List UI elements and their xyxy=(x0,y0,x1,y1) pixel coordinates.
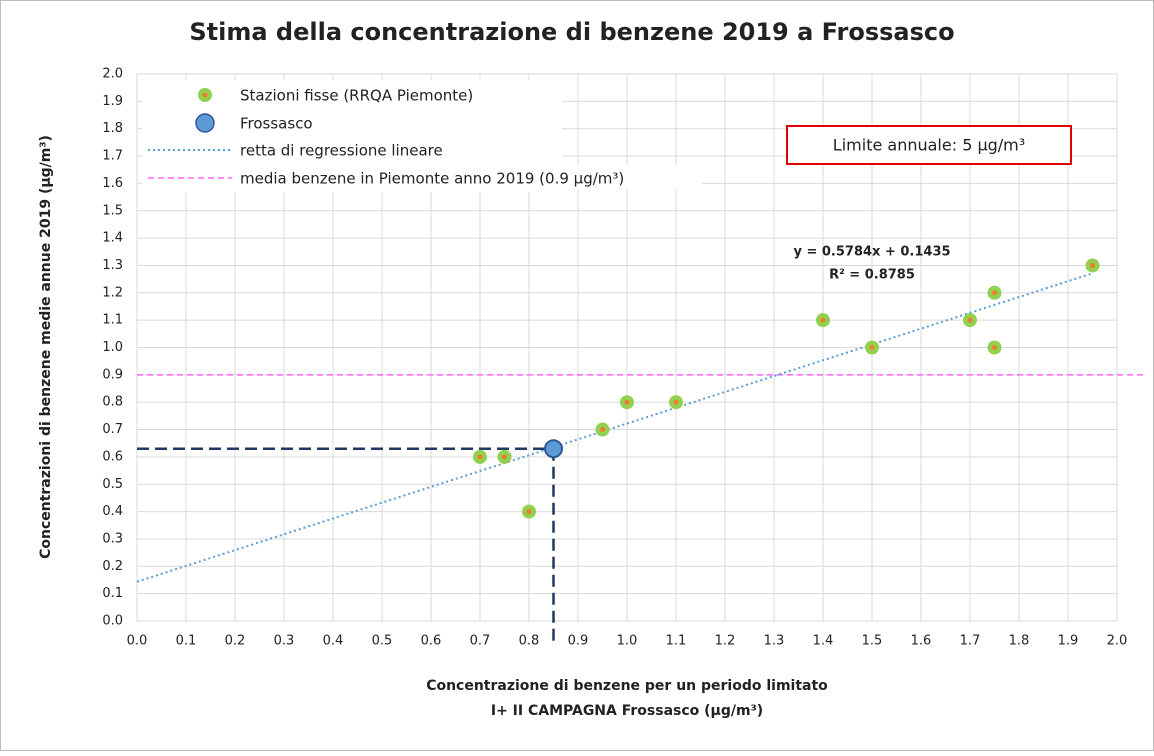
trendline xyxy=(136,272,1093,583)
y-tick-label: 1.1 xyxy=(102,313,123,328)
point-center xyxy=(820,317,826,323)
x-tick-label: 0.8 xyxy=(519,634,540,649)
y-tick-label: 0.6 xyxy=(102,449,123,464)
x-tick-label: 1.0 xyxy=(617,634,638,649)
x-tick-label: 0.5 xyxy=(372,634,393,649)
point-center xyxy=(502,454,507,460)
x-axis-title: I+ II CAMPAGNA Frossasco (µg/m³) xyxy=(491,703,763,719)
x-tick-label: 1.9 xyxy=(1058,634,1079,649)
x-axis-title: Concentrazione di benzene per un periodo… xyxy=(426,678,828,694)
annotation: Limite annuale: 5 µg/m³ xyxy=(833,136,1025,155)
x-tick-label: 1.1 xyxy=(666,634,687,649)
point xyxy=(544,439,563,459)
x-tick-label: 0.4 xyxy=(323,634,344,649)
y-tick-label: 1.3 xyxy=(102,258,123,273)
point-center xyxy=(673,399,679,405)
x-tick-label: 1.4 xyxy=(813,634,834,649)
point-center xyxy=(477,454,483,460)
y-tick-label: 0.0 xyxy=(102,614,123,629)
point-center xyxy=(624,399,630,405)
annotation-box xyxy=(786,125,1072,165)
y-tick-label: 0.5 xyxy=(102,477,123,492)
x-tick-label: 0.9 xyxy=(568,634,589,649)
x-tick-label: 1.2 xyxy=(715,634,736,649)
x-tick-label: 1.5 xyxy=(862,634,883,649)
x-tick-label: 2.0 xyxy=(1107,634,1128,649)
chart-title: Stima della concentrazione di benzene 20… xyxy=(189,18,954,46)
legend-label: retta di regressione lineare xyxy=(240,142,443,160)
trend-equation: y = 0.5784x + 0.1435 xyxy=(793,245,950,260)
point-center xyxy=(869,345,875,350)
y-tick-label: 1.9 xyxy=(102,94,123,109)
y-tick-label: 2.0 xyxy=(102,67,123,82)
legend-label: media benzene in Piemonte anno 2019 (0.9… xyxy=(240,170,624,188)
legend-label: Frossasco xyxy=(240,115,313,133)
y-tick-label: 1.8 xyxy=(102,121,123,136)
x-tick-label: 0.0 xyxy=(127,634,148,649)
x-tick-label: 1.7 xyxy=(960,634,981,649)
point-center xyxy=(1090,262,1095,268)
y-tick-label: 0.7 xyxy=(102,422,123,437)
point-center xyxy=(967,317,973,323)
point-center xyxy=(600,427,605,433)
x-tick-label: 0.6 xyxy=(421,634,442,649)
x-tick-label: 0.2 xyxy=(225,634,246,649)
y-tick-label: 0.9 xyxy=(102,367,123,382)
legend-marker xyxy=(195,113,215,133)
y-tick-label: 0.3 xyxy=(102,531,123,546)
x-tick-label: 0.7 xyxy=(470,634,491,649)
y-tick-label: 1.7 xyxy=(102,149,123,164)
y-tick-label: 0.8 xyxy=(102,395,123,410)
trend-r2: R² = 0.8785 xyxy=(829,268,915,283)
legend-box xyxy=(142,165,702,189)
point-center xyxy=(992,290,997,296)
y-tick-label: 0.4 xyxy=(102,504,123,519)
x-tick-label: 1.6 xyxy=(911,634,932,649)
x-tick-label: 0.3 xyxy=(274,634,295,649)
x-tick-label: 0.1 xyxy=(176,634,197,649)
y-tick-label: 1.4 xyxy=(102,231,123,246)
y-tick-label: 1.2 xyxy=(102,285,123,300)
point-center xyxy=(526,509,532,515)
x-tick-label: 1.8 xyxy=(1009,634,1030,649)
y-tick-label: 1.5 xyxy=(102,203,123,218)
y-tick-label: 1.6 xyxy=(102,176,123,191)
y-axis-title: Concentrazioni di benzene medie annue 20… xyxy=(38,135,54,559)
legend-label: Stazioni fisse (RRQA Piemonte) xyxy=(240,87,473,105)
y-tick-label: 0.1 xyxy=(102,586,123,601)
x-tick-label: 1.3 xyxy=(764,634,785,649)
legend-marker xyxy=(202,92,208,98)
y-tick-label: 1.0 xyxy=(102,340,123,355)
point-center xyxy=(992,345,997,350)
y-tick-label: 0.2 xyxy=(102,559,123,574)
